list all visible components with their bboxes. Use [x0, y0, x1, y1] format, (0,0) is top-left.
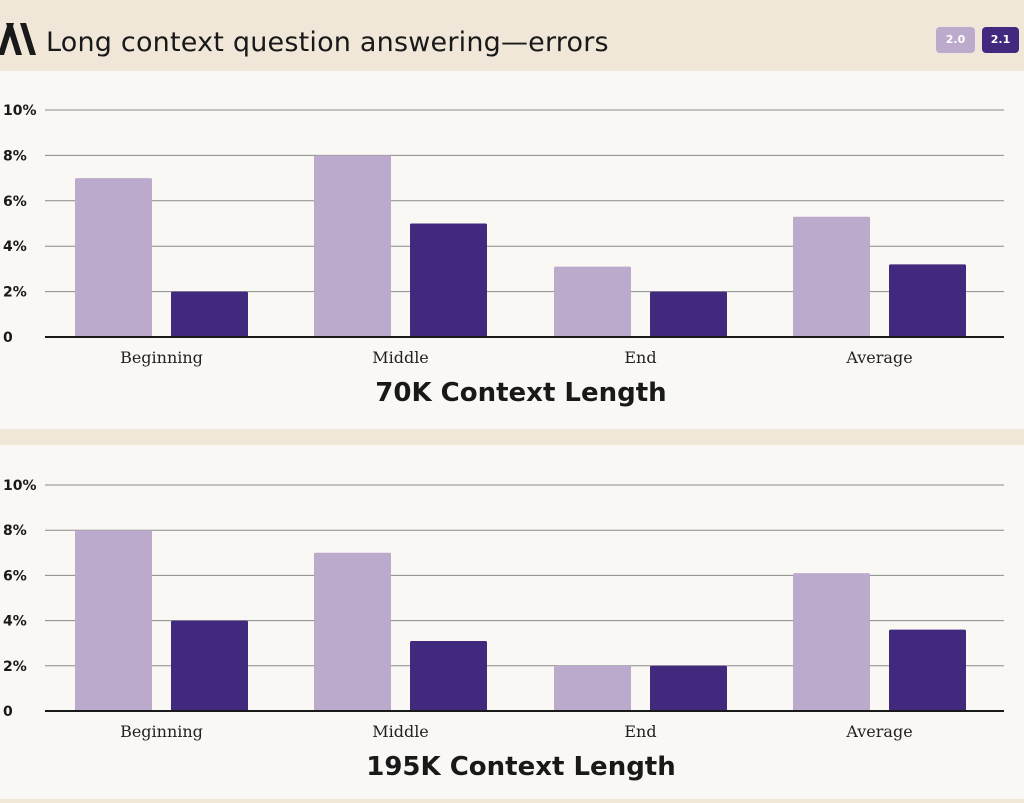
- y-tick-label: 10%: [3, 103, 37, 119]
- bar-2-0-middle: [314, 155, 391, 337]
- y-tick-label: 2%: [3, 285, 27, 301]
- y-tick-label: 6%: [3, 194, 27, 210]
- y-tick-label: 8%: [3, 148, 27, 164]
- bar-2-0-average: [793, 573, 870, 711]
- y-tick-label: 10%: [3, 478, 37, 494]
- bar-2-1-end: [650, 291, 727, 337]
- bar-2-1-average: [889, 629, 966, 711]
- category-label: End: [624, 722, 656, 741]
- bar-2-0-middle: [314, 552, 391, 711]
- y-tick-label: 6%: [3, 568, 27, 584]
- bar-2-1-middle: [410, 640, 487, 711]
- category-label: Middle: [372, 348, 429, 367]
- bar-2-1-end: [650, 665, 727, 711]
- bar-2-0-beginning: [75, 530, 152, 711]
- category-label: End: [624, 348, 656, 367]
- category-label: Average: [845, 722, 912, 741]
- y-tick-label: 0: [3, 330, 13, 346]
- bar-2-0-end: [554, 266, 631, 337]
- category-label: Beginning: [120, 348, 203, 367]
- chart-195k: 0 2% 4% 6% 8% 10% Beginning Middle End Average 195…: [3, 478, 1004, 782]
- bar-2-1-beginning: [171, 620, 248, 711]
- y-tick-label: 0: [3, 704, 13, 720]
- category-label: Beginning: [120, 722, 203, 741]
- chart-title: 70K Context Length: [375, 378, 666, 408]
- bar-2-1-beginning: [171, 291, 248, 337]
- legend-chip-2-1: 2.1: [982, 27, 1019, 53]
- bar-2-0-beginning: [75, 178, 152, 337]
- legend-chip-2-0: 2.0: [936, 27, 975, 53]
- category-label: Middle: [372, 722, 429, 741]
- bar-2-0-average: [793, 216, 870, 337]
- y-tick-label: 2%: [3, 659, 27, 675]
- chart-panel-70k: 0 2% 4% 6% 8% 10% Beginning Middle End Average 70K…: [0, 71, 1024, 429]
- chart-title: 195K Context Length: [366, 752, 676, 782]
- anthropic-logo-icon: [0, 23, 36, 55]
- chart-70k: 0 2% 4% 6% 8% 10% Beginning Middle End Average 70K…: [3, 103, 1004, 408]
- header: Long context question answering—errors 2…: [0, 0, 1024, 71]
- y-tick-label: 4%: [3, 614, 27, 630]
- y-tick-label: 4%: [3, 239, 27, 255]
- page-title: Long context question answering—errors: [46, 27, 609, 58]
- bar-2-1-middle: [410, 223, 487, 337]
- bar-2-1-average: [889, 264, 966, 337]
- bar-2-0-end: [554, 665, 631, 711]
- category-label: Average: [845, 348, 912, 367]
- chart-panel-195k: 0 2% 4% 6% 8% 10% Beginning Middle End Average 195…: [0, 445, 1024, 799]
- y-tick-label: 8%: [3, 523, 27, 539]
